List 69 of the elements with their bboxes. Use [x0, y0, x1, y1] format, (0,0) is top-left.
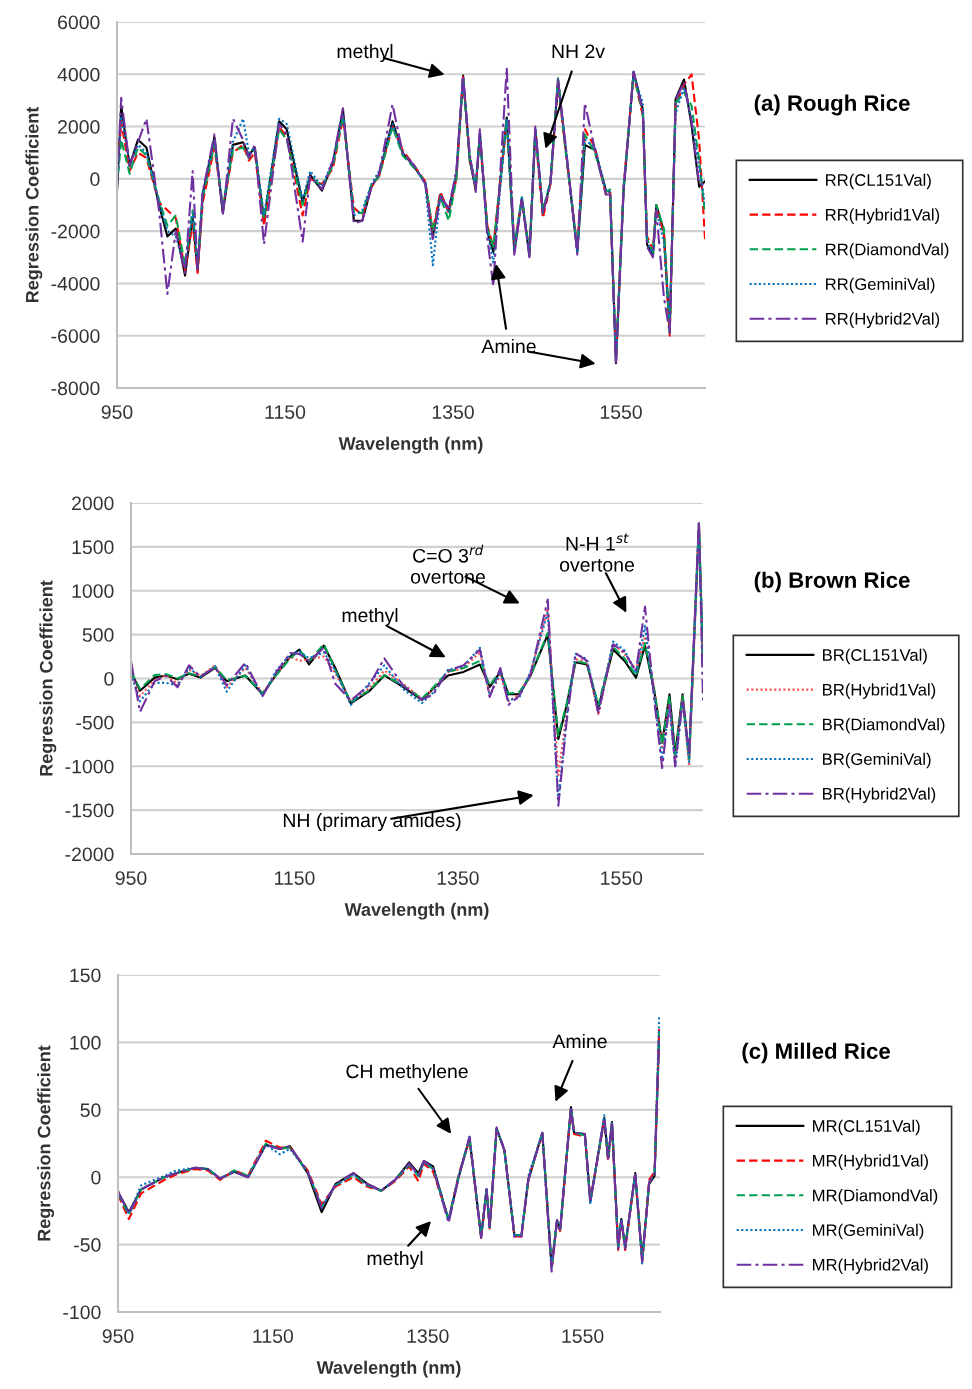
y-tick-label: 150	[70, 968, 101, 983]
annotation: Amine	[481, 338, 536, 354]
legend-label: BR(GeminiVal)	[823, 752, 931, 769]
legend-label: BR(Hybrid1Val)	[823, 683, 936, 699]
legend-label: MR(DiamondVal)	[813, 1189, 938, 1205]
y-tick-label: 6000	[58, 15, 100, 30]
x-tick-label: 1350	[432, 405, 474, 419]
y-tick-label: 0	[104, 671, 114, 686]
x-tick-label: 1550	[562, 1329, 604, 1343]
annotation: methyl	[337, 43, 393, 63]
legend-label: RR(Hybrid1Val)	[826, 208, 940, 224]
y-tick-label: 1500	[72, 540, 114, 555]
y-tick-label: 100	[70, 1035, 101, 1050]
annotation: C=O 3$^{rd}$ overtone	[410, 544, 485, 584]
y-tick-label: 4000	[57, 67, 100, 82]
y-tick-label: -2000	[51, 224, 100, 239]
y-axis-title: Regression Coefficient	[37, 1045, 55, 1241]
y-tick-label: -6000	[51, 329, 100, 343]
y-tick-label: -2000	[65, 847, 114, 862]
y-tick-label: 2000	[58, 120, 100, 134]
y-tick-label: 0	[91, 1170, 101, 1185]
text: (b) Brown Rice	[754, 571, 910, 593]
y-tick-label: -100	[63, 1305, 101, 1320]
legend-label: RR(GeminiVal)	[826, 277, 935, 294]
x-tick-label: 1150	[265, 405, 306, 419]
annotation: NH 2v	[552, 44, 605, 59]
legend-label: MR(CL151Val)	[813, 1119, 920, 1136]
y-axis-title: Regression Coefficient	[39, 580, 57, 776]
x-tick-label: 950	[102, 1329, 134, 1343]
y-tick-label: -8000	[51, 381, 100, 396]
legend-label: MR(Hybrid1Val)	[813, 1154, 928, 1170]
legend-label: MR(GeminiVal)	[813, 1223, 924, 1240]
legend-label: MR(Hybrid2Val)	[813, 1258, 928, 1275]
x-tick-label: 1550	[600, 405, 642, 419]
legend-label: BR(DiamondVal)	[823, 718, 945, 734]
y-axis-title: Regression Coefficient	[25, 106, 43, 303]
text: (c) Milled Rice	[742, 1042, 890, 1064]
legend-label: RR(Hybrid2Val)	[826, 312, 940, 329]
y-tick-label: 2000	[72, 496, 114, 511]
x-tick-label: 1350	[437, 871, 479, 885]
legend-label: BR(CL151Val)	[823, 648, 927, 665]
y-tick-label: -50	[74, 1238, 101, 1252]
x-tick-label: 1150	[253, 1329, 294, 1343]
y-tick-label: 500	[82, 628, 114, 642]
x-tick-label: 950	[115, 871, 147, 885]
x-tick-label: 1150	[275, 871, 315, 885]
y-tick-label: -1500	[65, 803, 114, 818]
y-tick-label: 1000	[72, 584, 114, 598]
x-tick-label: 950	[101, 405, 133, 419]
annotation: methyl	[342, 607, 398, 627]
annotation: methyl	[367, 1250, 423, 1270]
y-tick-label: 50	[80, 1103, 101, 1118]
x-axis-title: Wavelength (nm)	[344, 902, 489, 920]
y-tick-label: -4000	[51, 276, 100, 291]
annotation: Amine	[552, 1033, 607, 1049]
legend-label: BR(Hybrid2Val)	[823, 787, 936, 804]
legend-label: RR(CL151Val)	[826, 173, 931, 190]
annotation: NH (primary amides)	[283, 812, 461, 832]
x-tick-label: 1350	[407, 1329, 449, 1343]
x-axis-title: Wavelength (nm)	[316, 1360, 461, 1378]
annotation: N-H 1$^{st}$ overtone	[559, 533, 634, 572]
annotation: CH methylene	[346, 1063, 468, 1083]
y-tick-label: 0	[90, 172, 100, 187]
y-tick-label: -1000	[65, 759, 114, 774]
legend-label: RR(DiamondVal)	[826, 243, 949, 259]
text: (a) Rough Rice	[754, 94, 910, 116]
x-axis-title: Wavelength (nm)	[338, 436, 483, 454]
x-tick-label: 1550	[601, 871, 643, 885]
y-tick-label: -500	[76, 715, 114, 730]
